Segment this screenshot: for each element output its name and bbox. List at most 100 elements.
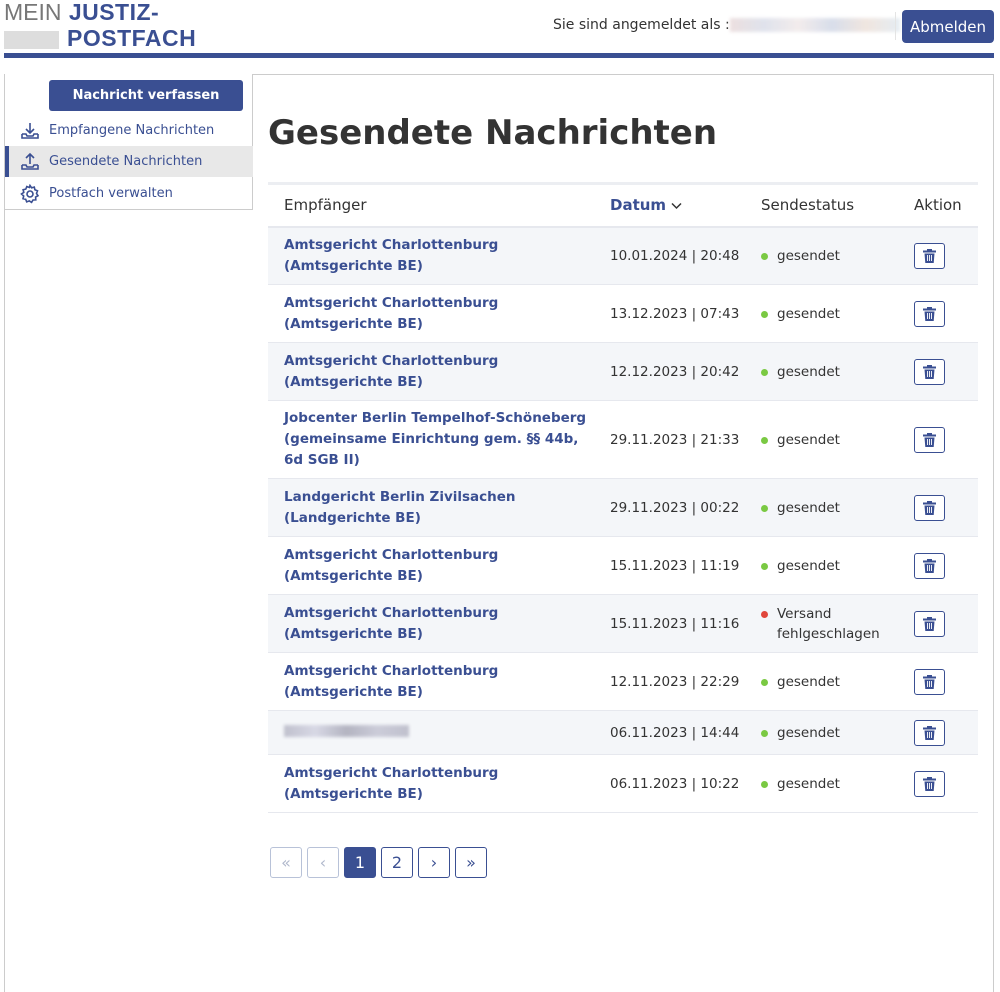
trash-icon <box>923 616 936 631</box>
table-row[interactable]: Amtsgericht Charlottenburg (Amtsgerichte… <box>268 652 978 711</box>
trash-icon <box>923 248 936 263</box>
recipient-link[interactable]: Amtsgericht Charlottenburg (Amtsgerichte… <box>284 294 499 332</box>
recipient-link[interactable]: Amtsgericht Charlottenburg (Amtsgerichte… <box>284 764 499 802</box>
recipient-cell: Amtsgericht Charlottenburg (Amtsgerichte… <box>268 284 610 343</box>
delete-button[interactable] <box>914 668 945 695</box>
sidebar: Nachricht verfassen Empfangene Nachricht… <box>4 74 253 210</box>
recipient-link[interactable]: Amtsgericht Charlottenburg (Amtsgerichte… <box>284 662 499 700</box>
trash-icon <box>923 674 936 689</box>
date-cell: 06.11.2023 | 14:44 <box>610 710 761 755</box>
status-text: Versand fehlgeschlagen <box>777 605 880 642</box>
status-cell: gesendet <box>761 536 914 595</box>
table-row[interactable]: Amtsgericht Charlottenburg (Amtsgerichte… <box>268 594 978 653</box>
table-row[interactable]: Amtsgericht Charlottenburg (Amtsgerichte… <box>268 536 978 595</box>
status-dot <box>761 780 768 788</box>
table-row[interactable]: 06.11.2023 | 14:44 gesendet <box>268 710 978 755</box>
status-dot <box>761 729 768 737</box>
messages-table: Empfänger Datum Sendestatus Aktion Amtsg… <box>268 182 978 813</box>
column-date[interactable]: Datum <box>610 184 761 227</box>
delete-button[interactable] <box>914 494 945 521</box>
status-dot <box>761 310 768 318</box>
header-rule <box>4 53 994 58</box>
table-row[interactable]: Amtsgericht Charlottenburg (Amtsgerichte… <box>268 284 978 343</box>
logo-mein: MEIN <box>4 0 62 25</box>
trash-icon <box>923 306 936 321</box>
sidebar-item-manage[interactable]: Postfach verwalten <box>5 178 253 209</box>
recipient-link[interactable]: Amtsgericht Charlottenburg (Amtsgerichte… <box>284 236 499 274</box>
status-dot <box>761 436 768 444</box>
action-cell <box>914 478 978 537</box>
sidebar-item-label: Gesendete Nachrichten <box>49 154 203 169</box>
logout-button[interactable]: Abmelden <box>902 10 994 43</box>
page-1-button[interactable]: 1 <box>344 847 376 878</box>
column-date-label: Datum <box>610 196 667 215</box>
delete-button[interactable] <box>914 552 945 579</box>
next-page-button[interactable]: › <box>418 847 450 878</box>
recipient-cell: Amtsgericht Charlottenburg (Amtsgerichte… <box>268 652 610 711</box>
date-cell: 29.11.2023 | 21:33 <box>610 400 761 479</box>
content-frame <box>4 74 994 992</box>
last-page-button[interactable]: » <box>455 847 487 878</box>
recipient-cell: Landgericht Berlin Zivilsachen (Landgeri… <box>268 478 610 537</box>
page-title: Gesendete Nachrichten <box>268 113 718 153</box>
user-info: Sie sind angemeldet als : <box>553 17 900 33</box>
status-dot <box>761 504 768 512</box>
divider <box>895 12 896 40</box>
prev-page-button[interactable]: ‹ <box>307 847 339 878</box>
inbox-download-icon <box>21 122 39 139</box>
logo[interactable]: MEIN JUSTIZ- POSTFACH <box>4 0 196 52</box>
table-row[interactable]: Amtsgericht Charlottenburg (Amtsgerichte… <box>268 754 978 813</box>
table-header: Empfänger Datum Sendestatus Aktion <box>268 183 978 227</box>
date-cell: 10.01.2024 | 20:48 <box>610 226 761 285</box>
recipient-cell: Amtsgericht Charlottenburg (Amtsgerichte… <box>268 594 610 653</box>
delete-button[interactable] <box>914 358 945 385</box>
recipient-link[interactable]: Jobcenter Berlin Tempelhof-Schöneberg (g… <box>284 410 587 468</box>
page-2-button[interactable]: 2 <box>381 847 413 878</box>
date-cell: 15.11.2023 | 11:16 <box>610 594 761 653</box>
action-cell <box>914 400 978 479</box>
trash-icon <box>923 725 936 740</box>
table-row[interactable]: Amtsgericht Charlottenburg (Amtsgerichte… <box>268 342 978 401</box>
recipient-link[interactable]: Amtsgericht Charlottenburg (Amtsgerichte… <box>284 352 499 390</box>
date-cell: 29.11.2023 | 00:22 <box>610 478 761 537</box>
logo-placeholder <box>4 30 59 49</box>
status-dot <box>761 562 768 570</box>
status-text: gesendet <box>777 247 840 264</box>
delete-button[interactable] <box>914 242 945 269</box>
trash-icon <box>923 558 936 573</box>
pagination: « ‹ 1 2 › » <box>270 847 487 878</box>
recipient-link[interactable]: Amtsgericht Charlottenburg (Amtsgerichte… <box>284 546 499 584</box>
status-cell: gesendet <box>761 652 914 711</box>
recipient-cell: Amtsgericht Charlottenburg (Amtsgerichte… <box>268 342 610 401</box>
column-status[interactable]: Sendestatus <box>761 196 855 215</box>
trash-icon <box>923 364 936 379</box>
table-row[interactable]: Amtsgericht Charlottenburg (Amtsgerichte… <box>268 226 978 285</box>
status-cell: gesendet <box>761 710 914 755</box>
recipient-cell: Amtsgericht Charlottenburg (Amtsgerichte… <box>268 226 610 285</box>
status-cell: gesendet <box>761 342 914 401</box>
action-cell <box>914 754 978 813</box>
column-recipient[interactable]: Empfänger <box>284 196 367 215</box>
table-row[interactable]: Jobcenter Berlin Tempelhof-Schöneberg (g… <box>268 400 978 479</box>
date-cell: 15.11.2023 | 11:19 <box>610 536 761 595</box>
sidebar-item-sent[interactable]: Gesendete Nachrichten <box>5 146 253 177</box>
table-row[interactable]: Landgericht Berlin Zivilsachen (Landgeri… <box>268 478 978 537</box>
delete-button[interactable] <box>914 300 945 327</box>
outbox-upload-icon <box>21 152 39 170</box>
trash-icon <box>923 500 936 515</box>
sidebar-item-label: Empfangene Nachrichten <box>49 123 215 138</box>
trash-icon <box>923 776 936 791</box>
delete-button[interactable] <box>914 426 945 453</box>
sidebar-item-label: Postfach verwalten <box>49 186 173 201</box>
logo-line1: JUSTIZ- <box>68 0 160 25</box>
status-cell: gesendet <box>761 478 914 537</box>
delete-button[interactable] <box>914 719 945 746</box>
delete-button[interactable] <box>914 610 945 637</box>
compose-message-button[interactable]: Nachricht verfassen <box>49 80 243 111</box>
status-text: gesendet <box>777 775 840 792</box>
sidebar-item-received[interactable]: Empfangene Nachrichten <box>5 115 253 146</box>
recipient-link[interactable]: Amtsgericht Charlottenburg (Amtsgerichte… <box>284 604 499 642</box>
delete-button[interactable] <box>914 770 945 797</box>
first-page-button[interactable]: « <box>270 847 302 878</box>
recipient-link[interactable]: Landgericht Berlin Zivilsachen (Landgeri… <box>284 488 516 526</box>
